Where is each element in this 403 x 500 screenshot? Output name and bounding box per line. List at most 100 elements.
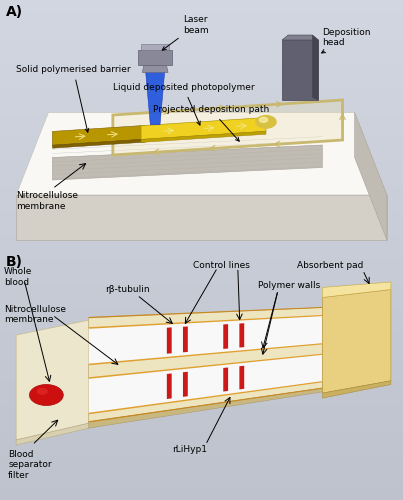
- Bar: [0, 150, 403, 152]
- Polygon shape: [183, 326, 188, 352]
- Bar: [0, 120, 403, 122]
- Bar: [0, 235, 403, 238]
- Bar: [0, 370, 403, 372]
- Bar: [0, 58, 403, 60]
- Polygon shape: [167, 374, 172, 399]
- Bar: [0, 385, 403, 388]
- Bar: [0, 125, 403, 128]
- Text: B): B): [6, 255, 23, 269]
- Bar: [0, 360, 403, 362]
- Bar: [0, 302, 403, 305]
- Polygon shape: [145, 65, 165, 124]
- Polygon shape: [282, 35, 318, 40]
- Bar: [0, 248, 403, 250]
- Bar: [0, 95, 403, 98]
- Bar: [0, 45, 403, 48]
- Text: rLiHyp1: rLiHyp1: [172, 446, 207, 454]
- Bar: [0, 428, 403, 430]
- Bar: [0, 260, 403, 262]
- Bar: [0, 398, 403, 400]
- Bar: [0, 228, 403, 230]
- Bar: [0, 115, 403, 117]
- Bar: [0, 420, 403, 422]
- Bar: [0, 415, 403, 418]
- Bar: [0, 362, 403, 365]
- Bar: [0, 432, 403, 435]
- Bar: [0, 282, 403, 285]
- Bar: [0, 455, 403, 458]
- Bar: [0, 328, 403, 330]
- Bar: [0, 72, 403, 75]
- Bar: [0, 212, 403, 215]
- Bar: [0, 270, 403, 272]
- Bar: [0, 52, 403, 55]
- Bar: [0, 372, 403, 375]
- Text: Projected deposition path: Projected deposition path: [153, 106, 269, 141]
- Bar: [0, 440, 403, 442]
- Bar: [0, 232, 403, 235]
- Bar: [0, 278, 403, 280]
- Bar: [0, 308, 403, 310]
- Bar: [0, 60, 403, 62]
- Bar: [0, 168, 403, 170]
- Polygon shape: [16, 420, 105, 445]
- Bar: [0, 305, 403, 308]
- Bar: [0, 470, 403, 472]
- Bar: [0, 378, 403, 380]
- Bar: [0, 20, 403, 22]
- Bar: [0, 255, 403, 258]
- Bar: [0, 162, 403, 165]
- Circle shape: [260, 118, 268, 122]
- Polygon shape: [89, 388, 322, 422]
- Bar: [0, 275, 403, 278]
- Polygon shape: [355, 112, 387, 240]
- Bar: [0, 468, 403, 470]
- Bar: [0, 62, 403, 65]
- Text: Nitrocellulose
membrane: Nitrocellulose membrane: [4, 305, 66, 324]
- Bar: [0, 148, 403, 150]
- Bar: [0, 382, 403, 385]
- Bar: [0, 50, 403, 52]
- Text: Blood
separator
filter: Blood separator filter: [8, 450, 52, 480]
- Bar: [0, 240, 403, 242]
- Polygon shape: [167, 328, 172, 353]
- Polygon shape: [239, 366, 244, 390]
- Polygon shape: [16, 195, 387, 240]
- Bar: [0, 262, 403, 265]
- Bar: [0, 495, 403, 498]
- Bar: [0, 102, 403, 105]
- Bar: [0, 448, 403, 450]
- Text: A): A): [6, 5, 23, 19]
- Bar: [0, 12, 403, 15]
- Bar: [0, 200, 403, 202]
- Bar: [0, 348, 403, 350]
- Text: rβ-tubulin: rβ-tubulin: [105, 286, 150, 294]
- Circle shape: [29, 384, 63, 406]
- Bar: [0, 30, 403, 32]
- Polygon shape: [16, 317, 105, 440]
- Text: Nitrocellulose
membrane: Nitrocellulose membrane: [16, 191, 78, 210]
- Bar: [0, 332, 403, 335]
- Bar: [0, 350, 403, 352]
- Bar: [0, 465, 403, 468]
- Bar: [0, 208, 403, 210]
- Bar: [0, 215, 403, 218]
- Bar: [0, 180, 403, 182]
- Bar: [0, 388, 403, 390]
- Polygon shape: [52, 145, 322, 180]
- Bar: [0, 85, 403, 87]
- Bar: [0, 100, 403, 102]
- Bar: [0, 300, 403, 302]
- Text: Control lines: Control lines: [193, 260, 250, 270]
- Bar: [0, 22, 403, 25]
- Polygon shape: [16, 112, 387, 195]
- Bar: [0, 478, 403, 480]
- Bar: [0, 178, 403, 180]
- Bar: [0, 268, 403, 270]
- Bar: [0, 395, 403, 398]
- Bar: [0, 288, 403, 290]
- Polygon shape: [322, 282, 391, 298]
- Bar: [0, 165, 403, 168]
- Bar: [0, 252, 403, 255]
- Bar: [0, 472, 403, 475]
